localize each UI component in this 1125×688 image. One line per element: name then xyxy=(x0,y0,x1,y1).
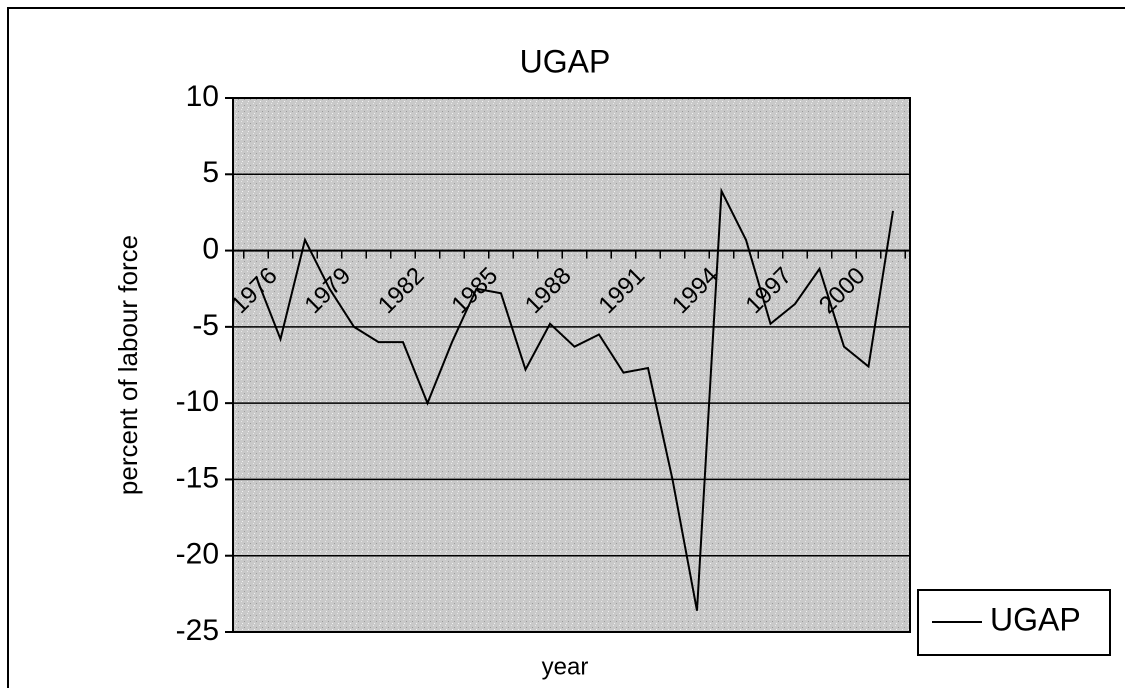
y-tick-label: -20 xyxy=(176,538,219,571)
y-tick-label: 5 xyxy=(202,156,219,189)
series-line xyxy=(255,187,894,611)
y-axis-label: percent of labour force xyxy=(113,235,143,495)
y-tick-label: 10 xyxy=(186,80,219,113)
chart-border xyxy=(7,7,1125,688)
y-tick-label: -25 xyxy=(176,614,219,647)
y-tick-label: -5 xyxy=(192,309,219,342)
y-tick-label: 0 xyxy=(202,232,219,265)
x-axis-label: year xyxy=(542,653,589,680)
plot-area xyxy=(232,97,911,633)
legend-label: UGAP xyxy=(990,601,1081,637)
y-tick-label: -10 xyxy=(176,385,219,418)
y-tick-label: -15 xyxy=(176,461,219,494)
chart-title: UGAP xyxy=(520,43,611,79)
